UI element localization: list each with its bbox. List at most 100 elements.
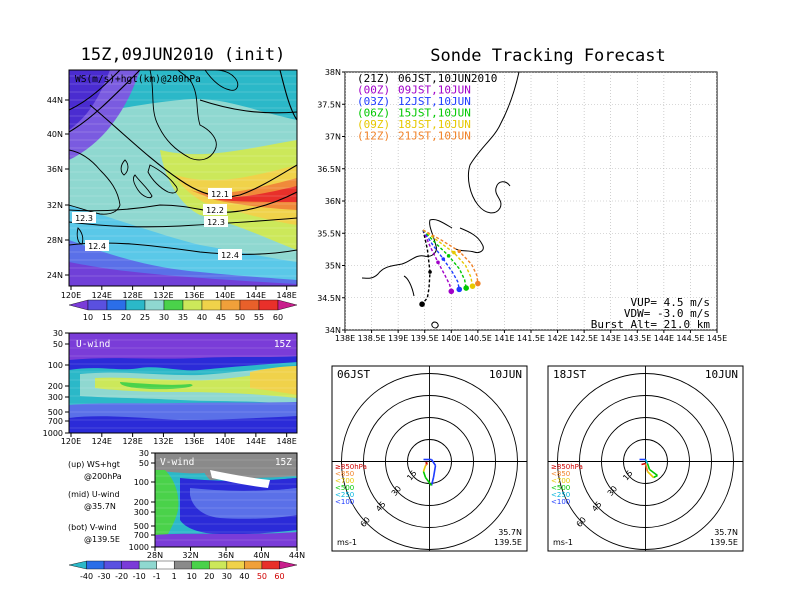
ws-colorbar-swatch — [220, 299, 241, 311]
burst-point — [457, 249, 462, 254]
map-xtick-label: 148E — [277, 291, 297, 300]
wind-colorbar-swatch — [121, 560, 140, 570]
ws-colorbar-label: 15 — [102, 313, 112, 322]
map-ytick-label: 24N — [47, 271, 63, 280]
ws-colorbar-label: 25 — [140, 313, 150, 322]
landing-point — [469, 283, 476, 289]
u-ytick-label: 30 — [53, 329, 63, 338]
panel-legend: (up) WS+hgt @200hPa (mid) U-wind @35.7N … — [68, 460, 122, 544]
sonde-track — [422, 229, 467, 289]
wind-colorbar-swatch — [103, 560, 122, 570]
contour-label-box — [203, 204, 227, 215]
ws-colorbar-swatch — [87, 299, 108, 311]
launch-utc: (03Z) — [357, 95, 390, 108]
ws-colorbar-swatch — [144, 299, 165, 311]
track-xtick-label: 142.5E — [570, 334, 598, 343]
hodo-trace-segment — [425, 461, 428, 465]
vdw-value: VDW= -3.0 m/s — [624, 307, 710, 320]
v-xtick-label: 40N — [253, 551, 269, 560]
level-legend: ≥850hPa — [551, 463, 583, 471]
coastline — [69, 70, 239, 245]
ws-colorbar-swatch — [239, 299, 260, 311]
hodo-trace-segment — [641, 462, 646, 466]
ws-map-panel: 12.1 12.2 12.3 12.3 12.4 12.4 WS(m/s)+hgt(km)… — [47, 69, 298, 322]
level-legend: <100 — [551, 498, 570, 506]
v-ytick-label: 700 — [134, 531, 149, 540]
hodo-lon: 139.5E — [710, 538, 738, 547]
level-legend: <850 — [551, 470, 570, 478]
launch-jst: 09JST,10JUN — [398, 84, 471, 97]
u-ytick-label: 200 — [48, 382, 63, 391]
track-ytick-label: 36.5N — [317, 165, 341, 174]
v-ytick-label: 50 — [139, 459, 149, 468]
track-xtick-label: 144.5E — [676, 334, 704, 343]
u-xtick-label: 128E — [122, 437, 142, 446]
burst-point — [436, 260, 440, 265]
wind-colorbar-label: 1 — [172, 572, 177, 581]
wind-colorbar-label: 40 — [239, 572, 249, 581]
wind-colorbar-swatch — [86, 560, 105, 570]
contour-label: 12.3 — [75, 214, 93, 223]
wind-colorbar-label: 50 — [257, 572, 267, 581]
track-ytick-label: 35.5N — [317, 229, 341, 238]
ws-colorbar-label: 50 — [235, 313, 245, 322]
ws-colorbar-swatch — [106, 299, 127, 311]
hodo-time: 18JST — [553, 368, 586, 381]
track-ytick-label: 34N — [325, 326, 341, 335]
track-xtick-label: 141E — [494, 334, 514, 343]
track-ytick-label: 38N — [325, 68, 341, 77]
level-legend: <700 — [551, 477, 570, 485]
v-ytick-label: 100 — [134, 478, 149, 487]
track-xtick-label: 142E — [547, 334, 567, 343]
track-xtick-label: 139.5E — [411, 334, 439, 343]
map-xtick-label: 144E — [246, 291, 266, 300]
sonde-track — [422, 229, 452, 292]
u-xtick-label: 136E — [184, 437, 204, 446]
contour-label: 12.4 — [88, 242, 106, 251]
track-xtick-label: 143.5E — [623, 334, 651, 343]
u-ytick-label: 100 — [48, 361, 63, 370]
track-ytick-label: 35N — [325, 262, 341, 271]
legend-up-1: (up) WS+hgt — [68, 460, 120, 469]
wind-colorbar-swatch — [279, 560, 298, 570]
ws-colorbar-swatch — [201, 299, 222, 311]
ws-colorbar-label: 10 — [83, 313, 93, 322]
landing-point — [463, 285, 469, 291]
track-xtick-label: 138.5E — [358, 334, 386, 343]
sonde-track — [421, 229, 431, 305]
legend-bot-2: @139.5E — [84, 535, 120, 544]
landing-point — [448, 288, 455, 295]
burst-altitude: Burst Alt= 21.0 km — [591, 318, 711, 331]
hodo-date: 10JUN — [489, 368, 522, 381]
landing-point — [419, 301, 425, 308]
track-ytick-label: 34.5N — [317, 294, 341, 303]
wind-colorbar-label: 30 — [222, 572, 232, 581]
wind-colorbar-label: 20 — [204, 572, 214, 581]
track-xtick-label: 143E — [601, 334, 621, 343]
legend-mid-1: (mid) U-wind — [68, 490, 120, 499]
hodo-trace-segment — [430, 459, 437, 466]
level-legend: <250 — [335, 491, 354, 499]
ws-colorbar-label: 40 — [197, 313, 207, 322]
contour-label: 12.3 — [207, 218, 225, 227]
landing-point — [456, 286, 463, 293]
ws-colorbar-swatch — [182, 299, 203, 311]
contour-label: 12.1 — [211, 190, 229, 199]
launch-jst: 21JST,10JUN — [398, 130, 471, 143]
v-xtick-label: 28N — [147, 551, 163, 560]
u-xtick-label: 120E — [61, 437, 81, 446]
ws-colorbar-swatch — [163, 299, 184, 311]
wind-colorbar-label: -30 — [98, 572, 111, 581]
hodo-trace-segment — [422, 471, 427, 478]
level-legend: ≥850hPa — [335, 463, 367, 471]
u-ytick-label: 1000 — [43, 429, 63, 438]
contour-label-box — [85, 240, 109, 251]
hodo-trace-segment — [422, 465, 427, 472]
u-xtick-label: 140E — [215, 437, 235, 446]
burst-point — [452, 250, 456, 255]
map-xtick-label: 124E — [92, 291, 112, 300]
track-xtick-label: 141.5E — [517, 334, 545, 343]
map-ytick-label: 36N — [47, 165, 63, 174]
ws-colorbar-label: 45 — [216, 313, 226, 322]
